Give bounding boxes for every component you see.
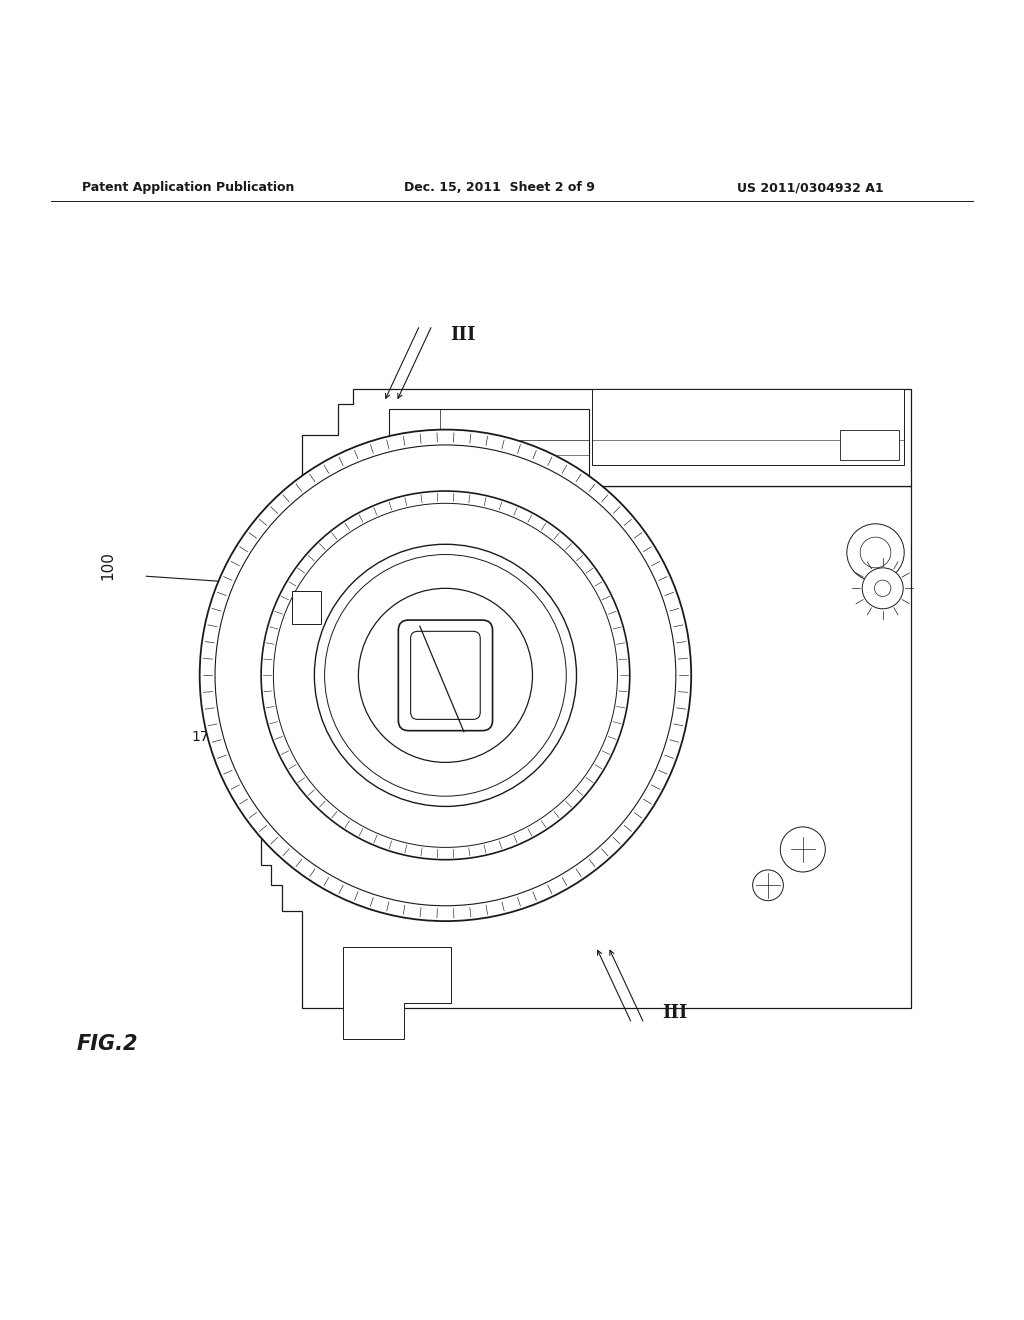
Circle shape (325, 554, 566, 796)
Circle shape (753, 870, 783, 900)
Polygon shape (302, 388, 911, 486)
Polygon shape (343, 946, 451, 1039)
FancyBboxPatch shape (592, 388, 904, 466)
Text: Dec. 15, 2011  Sheet 2 of 9: Dec. 15, 2011 Sheet 2 of 9 (404, 181, 595, 194)
Circle shape (847, 524, 904, 581)
Circle shape (261, 491, 630, 859)
Text: III: III (451, 326, 476, 345)
Text: FIG.2: FIG.2 (77, 1034, 138, 1053)
Circle shape (780, 826, 825, 873)
Circle shape (285, 606, 315, 636)
Text: III: III (663, 1005, 688, 1022)
Circle shape (215, 445, 676, 906)
FancyBboxPatch shape (389, 409, 589, 486)
Text: 170: 170 (191, 730, 218, 743)
Circle shape (285, 788, 315, 818)
Circle shape (874, 579, 891, 597)
Polygon shape (261, 486, 911, 1008)
Text: US 2011/0304932 A1: US 2011/0304932 A1 (737, 181, 884, 194)
FancyBboxPatch shape (411, 631, 480, 719)
Text: 100: 100 (100, 552, 115, 581)
Circle shape (860, 537, 891, 568)
Text: 160: 160 (212, 661, 239, 676)
Text: 110: 110 (442, 906, 469, 920)
Circle shape (200, 429, 691, 921)
Circle shape (273, 503, 617, 847)
Text: Patent Application Publication: Patent Application Publication (82, 181, 294, 194)
FancyBboxPatch shape (292, 591, 321, 624)
Circle shape (314, 544, 577, 807)
Circle shape (358, 589, 532, 763)
Circle shape (862, 568, 903, 609)
Text: 150: 150 (202, 689, 228, 702)
FancyBboxPatch shape (840, 429, 899, 461)
FancyBboxPatch shape (398, 620, 493, 731)
